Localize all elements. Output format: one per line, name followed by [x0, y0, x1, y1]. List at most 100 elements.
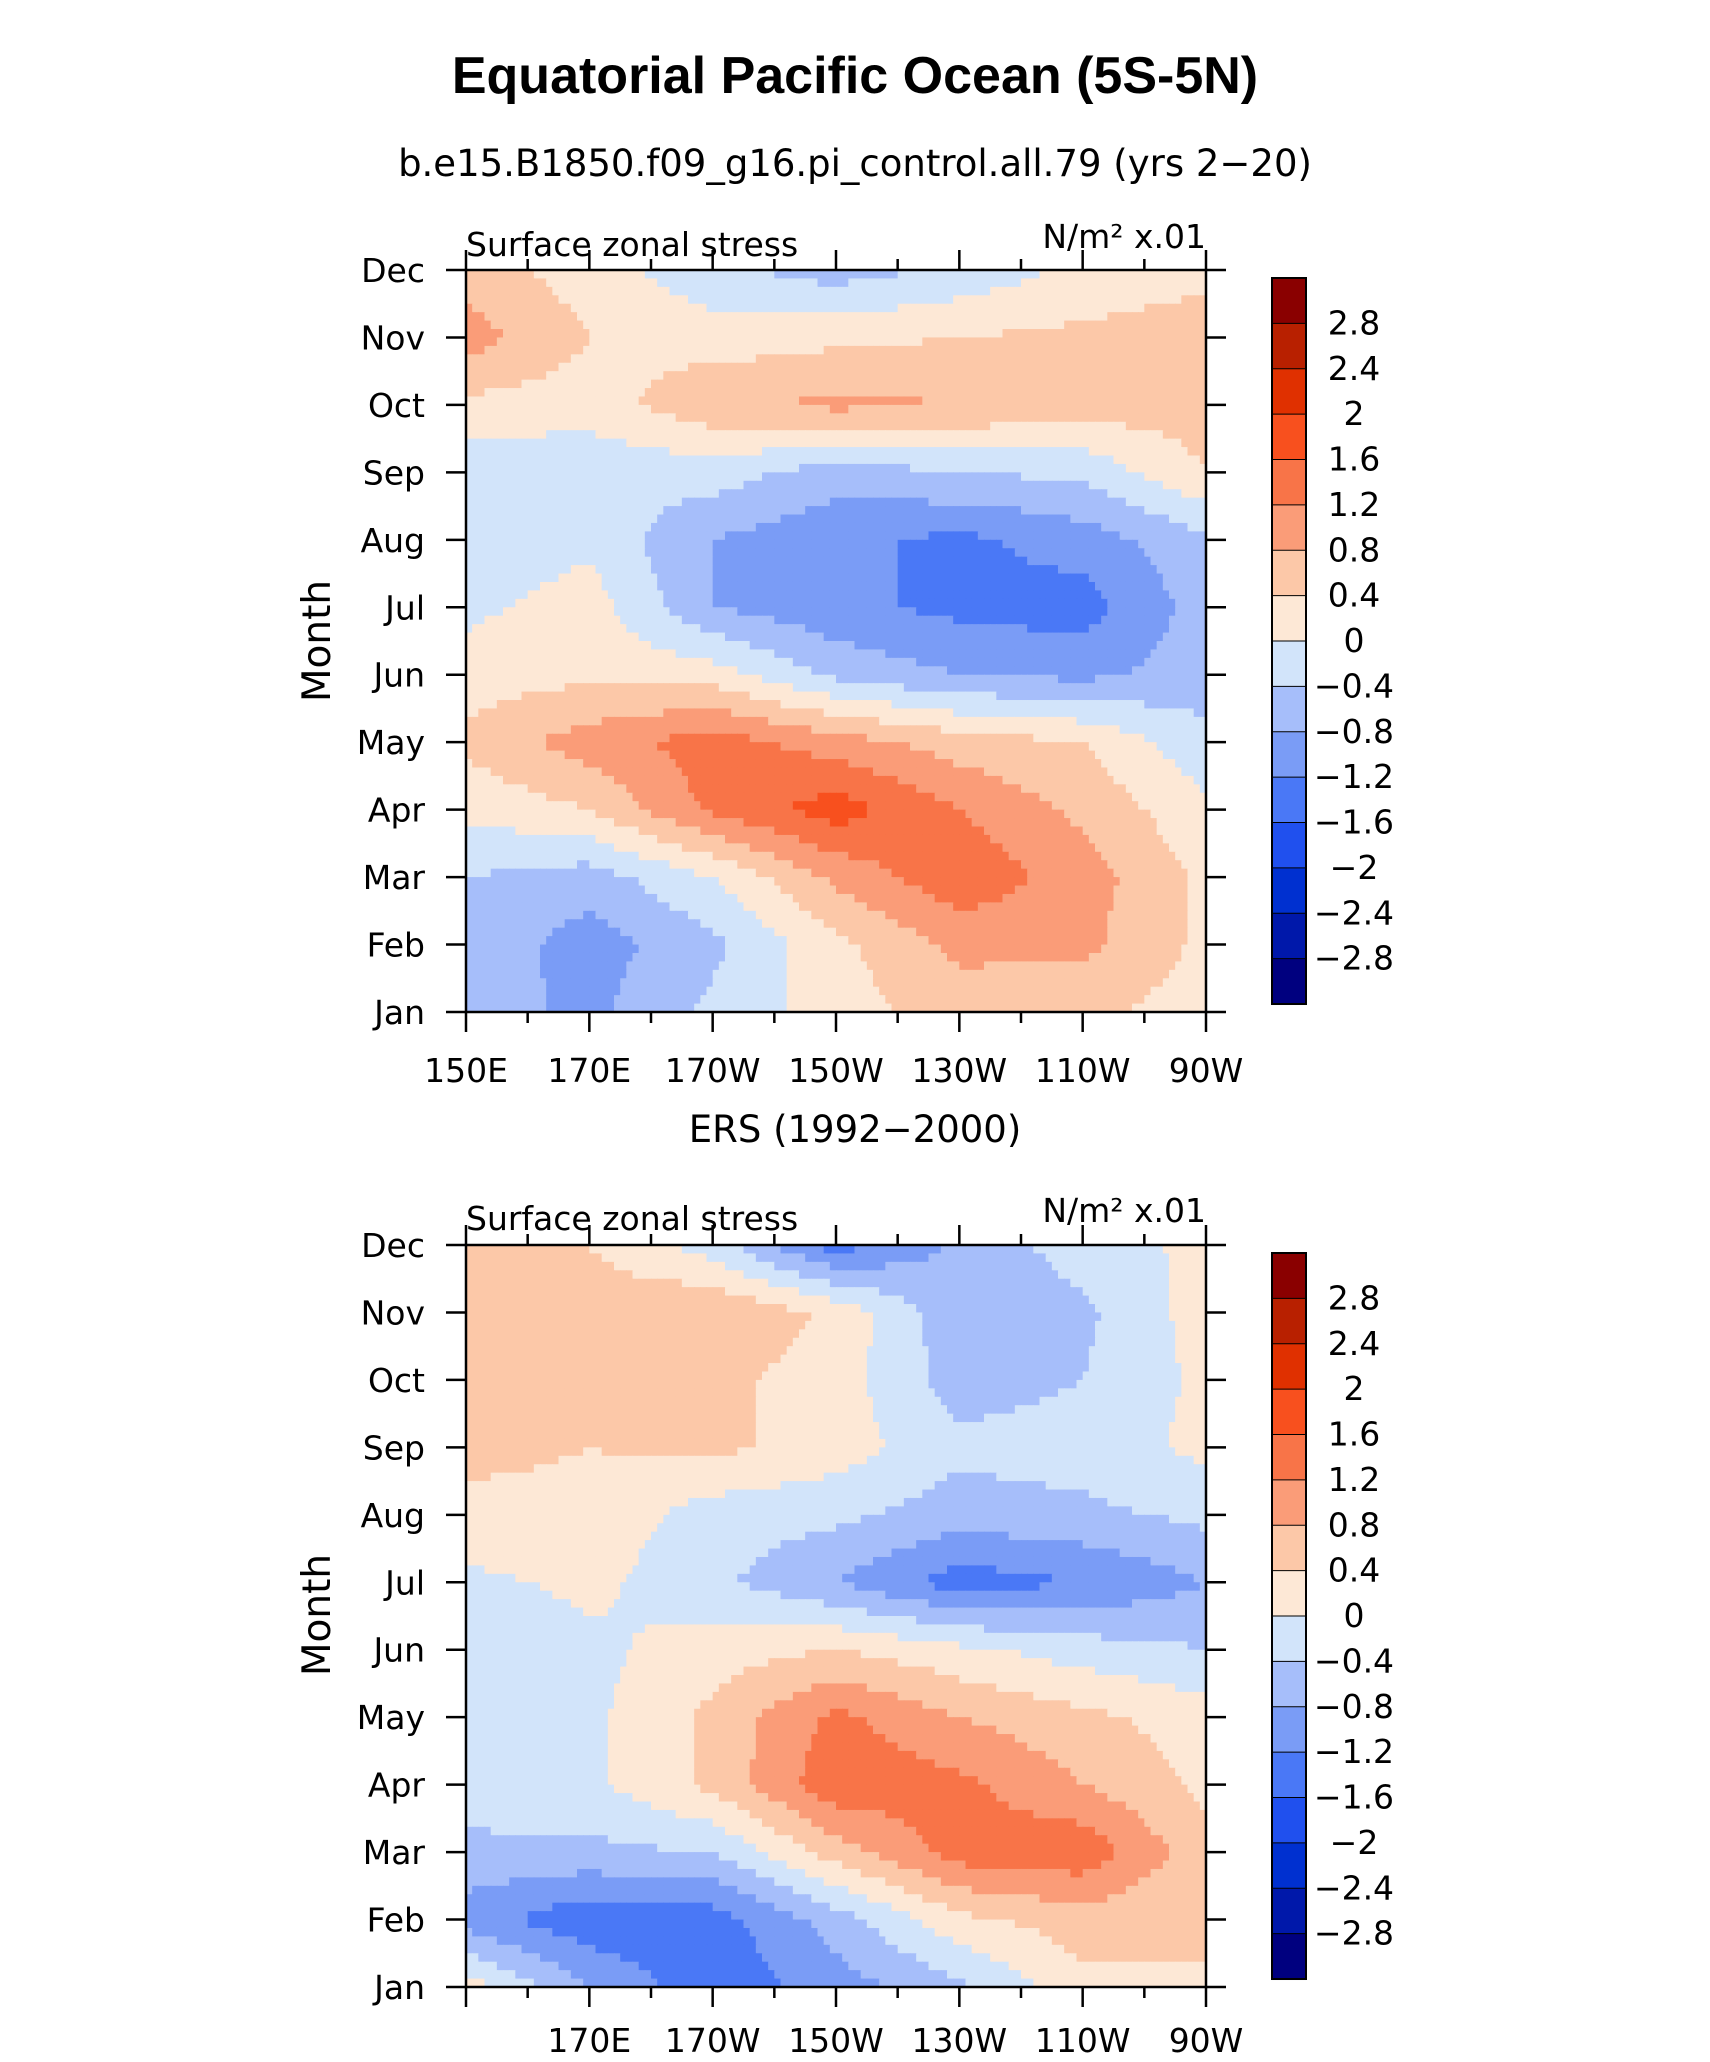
- field-cell: [472, 278, 479, 288]
- field-cell: [731, 270, 738, 280]
- field-cell: [768, 295, 775, 305]
- field-cell: [509, 278, 516, 288]
- field-cell: [632, 278, 640, 288]
- field-cell: [496, 286, 504, 296]
- field-cell: [552, 295, 560, 305]
- field-cell: [1021, 278, 1028, 288]
- field-cell: [595, 286, 603, 296]
- field-cell: [996, 270, 1004, 280]
- field-cell: [977, 295, 985, 305]
- field-cell: [466, 278, 473, 288]
- field-cell: [478, 270, 486, 280]
- field-cell: [873, 286, 880, 296]
- field-cell: [1021, 295, 1028, 305]
- field-cell: [811, 270, 819, 280]
- field-cell: [1051, 270, 1059, 280]
- field-cell: [1199, 286, 1207, 296]
- field-cell: [1169, 278, 1176, 288]
- field-cell: [1008, 295, 1016, 305]
- field-cell: [817, 270, 825, 280]
- field-cell: [521, 278, 529, 288]
- field-cell: [823, 270, 831, 280]
- field-cell: [1095, 270, 1102, 280]
- field-cell: [484, 295, 492, 305]
- field-cell: [749, 278, 757, 288]
- field-cell: [780, 270, 788, 280]
- field-cell: [959, 278, 967, 288]
- field-cell: [675, 286, 683, 296]
- field-cell: [577, 295, 584, 305]
- field-cell: [805, 286, 812, 296]
- field-cell: [848, 278, 856, 288]
- field-cell: [947, 295, 954, 305]
- field-cell: [712, 295, 720, 305]
- field-cell: [1113, 278, 1121, 288]
- field-cell: [786, 270, 794, 280]
- field-cell: [916, 295, 923, 305]
- field-cell: [589, 286, 597, 296]
- field-cell: [626, 270, 634, 280]
- field-cell: [503, 286, 510, 296]
- field-cell: [836, 286, 843, 296]
- field-cell: [601, 286, 609, 296]
- field-cell: [891, 286, 899, 296]
- field-cell: [1082, 295, 1090, 305]
- field-cell: [792, 295, 800, 305]
- field-cell: [718, 270, 726, 280]
- field-cell: [879, 295, 886, 305]
- field-cell: [879, 278, 886, 288]
- field-cell: [1101, 295, 1108, 305]
- field-cell: [737, 286, 745, 296]
- field-cell: [873, 295, 880, 305]
- field-cell: [1033, 286, 1041, 296]
- field-cell: [564, 270, 572, 280]
- field-cell: [657, 278, 664, 288]
- field-cell: [854, 270, 862, 280]
- field-cell: [533, 286, 541, 296]
- field-cell: [762, 286, 769, 296]
- field-cell: [836, 295, 843, 305]
- field-cell: [1058, 286, 1065, 296]
- field-cell: [558, 278, 566, 288]
- field-cell: [805, 278, 812, 288]
- field-cell: [1002, 278, 1010, 288]
- field-cell: [1132, 270, 1139, 280]
- field-cell: [916, 286, 923, 296]
- field-cell: [1193, 270, 1201, 280]
- field-cell: [552, 286, 560, 296]
- field-cell: [829, 286, 837, 296]
- field-cell: [879, 270, 886, 280]
- field-cell: [1082, 286, 1090, 296]
- field-cell: [1021, 286, 1028, 296]
- field-cell: [1181, 270, 1189, 280]
- field-cell: [725, 295, 732, 305]
- field-cell: [916, 270, 923, 280]
- field-cell: [607, 278, 615, 288]
- field-cell: [885, 286, 893, 296]
- field-cell: [829, 270, 837, 280]
- field-cell: [1045, 295, 1053, 305]
- field-cell: [1144, 270, 1152, 280]
- field-cell: [1070, 270, 1078, 280]
- field-cell: [1088, 270, 1096, 280]
- field-cell: [694, 270, 701, 280]
- field-cell: [1045, 270, 1053, 280]
- field-cell: [1125, 270, 1133, 280]
- field-cell: [1101, 270, 1108, 280]
- field-cell: [774, 270, 782, 280]
- field-cell: [1162, 270, 1170, 280]
- field-cell: [601, 270, 609, 280]
- field-cell: [1076, 270, 1084, 280]
- field-cell: [792, 270, 800, 280]
- field-cell: [1088, 286, 1096, 296]
- field-cell: [626, 295, 634, 305]
- field-cell: [885, 278, 893, 288]
- field-cell: [1095, 278, 1102, 288]
- field-cell: [644, 270, 652, 280]
- field-cell: [768, 278, 775, 288]
- field-cell: [866, 286, 874, 296]
- field-cell: [823, 286, 831, 296]
- field-cell: [749, 286, 757, 296]
- field-cell: [1058, 278, 1065, 288]
- field-cell: [700, 270, 708, 280]
